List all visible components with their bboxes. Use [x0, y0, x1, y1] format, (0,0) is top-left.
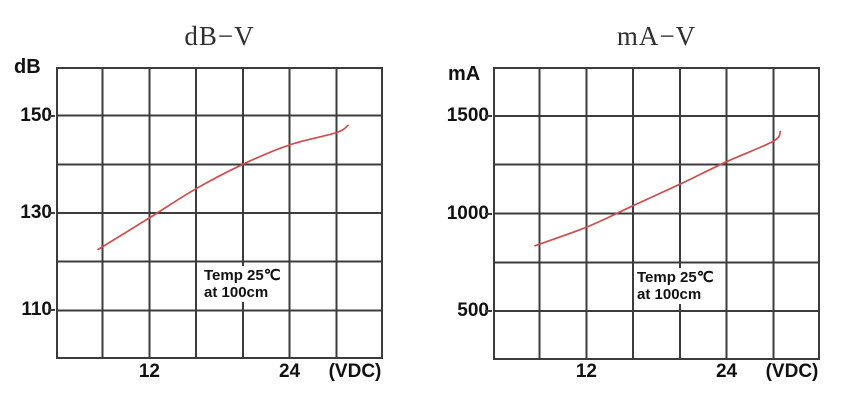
annotation-line-2: at 100cm: [204, 284, 269, 301]
y-tick-label: 110: [21, 299, 52, 321]
plot-area-ma-v: [493, 67, 820, 360]
y-tick-mark: [48, 114, 55, 117]
annotation-line-1: Temp 25℃: [204, 267, 281, 284]
grid-lines: [56, 67, 383, 359]
x-tick-label: 24: [278, 361, 301, 382]
y-tick-mark: [485, 114, 492, 117]
y-tick-mark: [485, 212, 492, 215]
plot-border: [56, 67, 383, 359]
x-tick-label: 12: [138, 361, 160, 382]
y-tick-label: 1500: [446, 104, 489, 126]
y-tick-label: 1000: [446, 202, 489, 224]
x-axis-unit-label-vdc: (VDC): [765, 361, 819, 382]
data-curve: [534, 130, 782, 247]
data-curve: [97, 124, 349, 251]
y-tick-mark: [485, 310, 492, 313]
grid-lines: [493, 67, 820, 360]
x-axis-unit-label-vdc: (VDC): [328, 361, 382, 382]
y-tick-label: 150: [20, 104, 52, 126]
x-tick-label: 24: [715, 361, 738, 382]
y-tick-mark: [48, 212, 55, 214]
annotation-temp-distance: Temp 25℃ at 100cm: [635, 268, 718, 304]
chart-title-ma-v: mA−V: [616, 21, 697, 51]
y-axis-unit-label-ma: mA: [448, 63, 481, 85]
chart-title-db-v: dB−V: [184, 21, 255, 51]
y-tick-mark: [48, 309, 55, 312]
y-tick-label: 500: [457, 300, 489, 322]
y-axis-unit-label-db: dB: [14, 56, 41, 78]
plot-area-db-v: [56, 67, 383, 359]
annotation-line-1: Temp 25℃: [637, 269, 714, 286]
annotation-temp-distance: Temp 25℃ at 100cm: [202, 266, 285, 302]
x-tick-label: 12: [575, 361, 597, 382]
annotation-line-2: at 100cm: [637, 286, 702, 303]
y-tick-label: 130: [20, 202, 52, 223]
plot-border: [493, 67, 820, 360]
